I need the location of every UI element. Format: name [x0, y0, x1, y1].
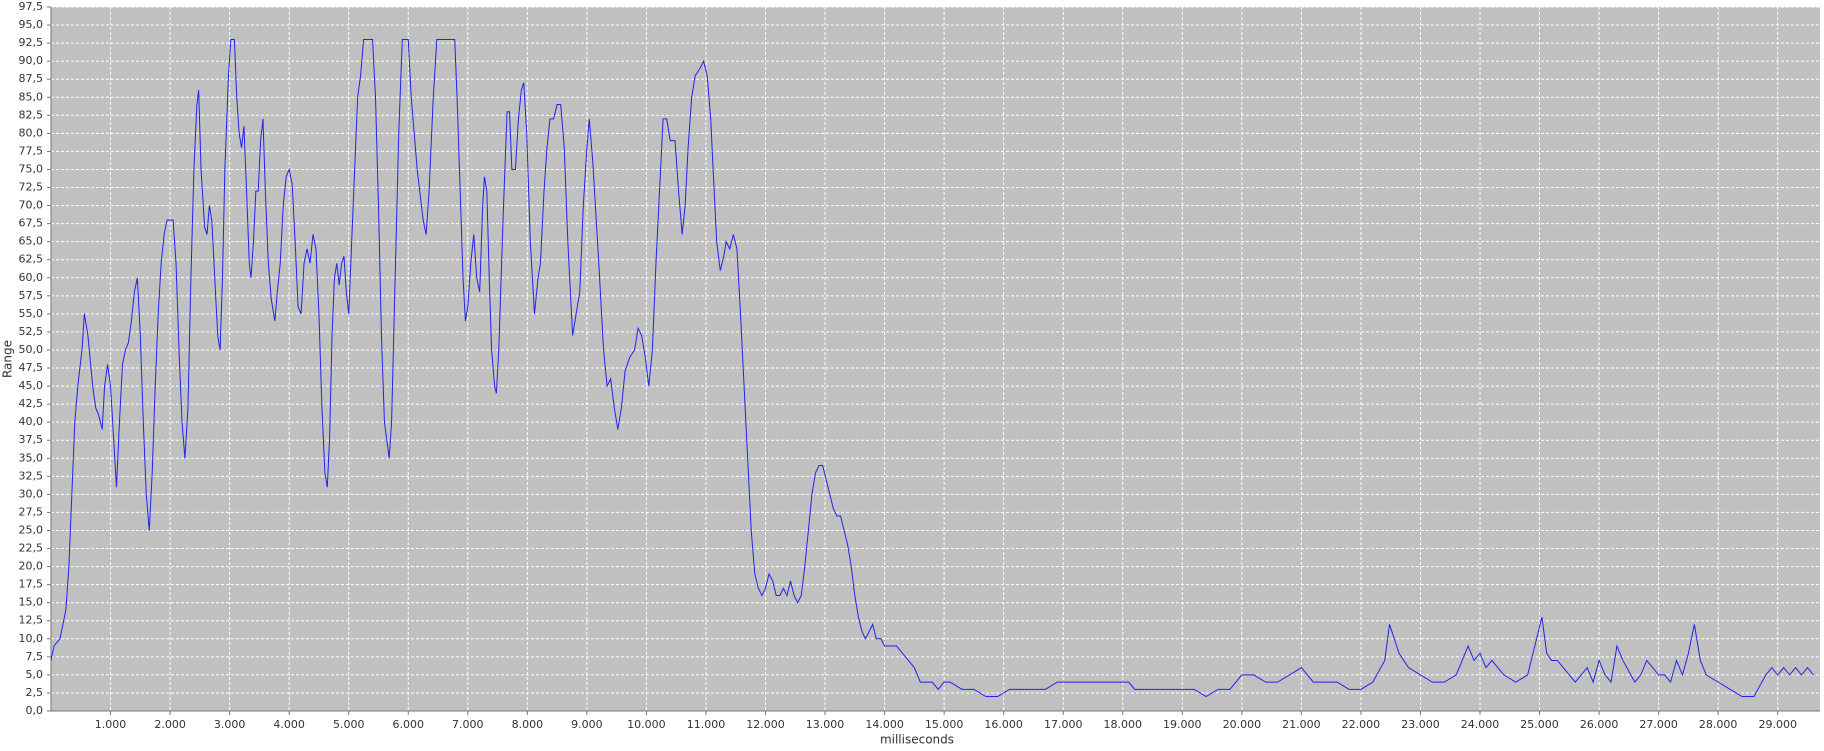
x-tick-label: 6.000 — [393, 718, 425, 731]
x-tick-label: 14.000 — [865, 718, 904, 731]
x-tick-label: 13.000 — [806, 718, 845, 731]
x-tick-label: 28.000 — [1699, 718, 1738, 731]
y-tick-label: 17,5 — [19, 578, 44, 591]
y-tick-label: 15,0 — [19, 596, 44, 609]
x-tick-label: 24.000 — [1461, 718, 1500, 731]
y-tick-label: 47,5 — [19, 361, 44, 374]
x-tick-label: 15.000 — [925, 718, 964, 731]
x-tick-label: 8.000 — [512, 718, 544, 731]
x-tick-label: 29.000 — [1758, 718, 1797, 731]
x-tick-label: 1.000 — [95, 718, 127, 731]
y-tick-label: 57,5 — [19, 289, 44, 302]
y-tick-label: 60,0 — [19, 271, 44, 284]
y-tick-label: 0,0 — [26, 704, 44, 717]
y-tick-label: 40,0 — [19, 415, 44, 428]
y-tick-label: 75,0 — [19, 162, 44, 175]
y-tick-label: 67,5 — [19, 217, 44, 230]
y-tick-label: 70,0 — [19, 199, 44, 212]
y-tick-label: 45,0 — [19, 379, 44, 392]
x-tick-label: 23.000 — [1401, 718, 1440, 731]
y-tick-label: 32,5 — [19, 469, 44, 482]
x-tick-label: 25.000 — [1520, 718, 1559, 731]
y-tick-label: 62,5 — [19, 253, 44, 266]
x-tick-label: 17.000 — [1044, 718, 1083, 731]
y-tick-label: 80,0 — [19, 126, 44, 139]
y-tick-label: 12,5 — [19, 614, 44, 627]
data-line — [50, 38, 1814, 698]
x-tick-label: 4.000 — [273, 718, 305, 731]
y-tick-label: 25,0 — [19, 523, 44, 536]
y-tick-label: 55,0 — [19, 307, 44, 320]
y-tick-label: 27,5 — [19, 505, 44, 518]
x-tick-label: 12.000 — [746, 718, 785, 731]
y-tick-label: 72,5 — [19, 181, 44, 194]
y-tick-label: 5,0 — [26, 668, 44, 681]
y-tick-label: 35,0 — [19, 451, 44, 464]
y-tick-label: 20,0 — [19, 560, 44, 573]
y-tick-label: 90,0 — [19, 54, 44, 67]
y-tick-label: 50,0 — [19, 343, 44, 356]
y-tick-label: 37,5 — [19, 433, 44, 446]
y-tick-label: 10,0 — [19, 632, 44, 645]
y-tick-label: 95,0 — [19, 18, 44, 31]
y-axis-label: Range — [1, 340, 15, 378]
y-tick-label: 97,5 — [19, 0, 44, 13]
x-tick-label: 5.000 — [333, 718, 365, 731]
y-tick-label: 85,0 — [19, 90, 44, 103]
x-tick-label: 18.000 — [1104, 718, 1143, 731]
x-tick-label: 21.000 — [1282, 718, 1321, 731]
y-tick-label: 65,0 — [19, 235, 44, 248]
y-tick-label: 7,5 — [26, 650, 44, 663]
x-tick-label: 9.000 — [571, 718, 603, 731]
y-tick-label: 52,5 — [19, 325, 44, 338]
x-tick-label: 2.000 — [154, 718, 186, 731]
x-tick-label: 19.000 — [1163, 718, 1202, 731]
x-tick-label: 11.000 — [687, 718, 726, 731]
x-tick-label: 27.000 — [1639, 718, 1678, 731]
x-tick-label: 7.000 — [452, 718, 484, 731]
x-tick-label: 16.000 — [984, 718, 1023, 731]
y-tick-label: 87,5 — [19, 72, 44, 85]
y-tick-label: 30,0 — [19, 487, 44, 500]
y-tick-label: 77,5 — [19, 144, 44, 157]
x-axis-label: milliseconds — [880, 733, 954, 747]
x-tick-label: 22.000 — [1342, 718, 1381, 731]
x-tick-label: 20.000 — [1223, 718, 1262, 731]
x-tick-label: 10.000 — [627, 718, 666, 731]
y-tick-label: 2,5 — [26, 686, 44, 699]
x-tick-label: 26.000 — [1580, 718, 1619, 731]
y-tick-label: 92,5 — [19, 36, 44, 49]
plot-background — [51, 7, 1820, 711]
y-tick-label: 82,5 — [19, 108, 44, 121]
y-tick-label: 42,5 — [19, 397, 44, 410]
x-tick-label: 3.000 — [214, 718, 246, 731]
y-tick-label: 22,5 — [19, 542, 44, 555]
